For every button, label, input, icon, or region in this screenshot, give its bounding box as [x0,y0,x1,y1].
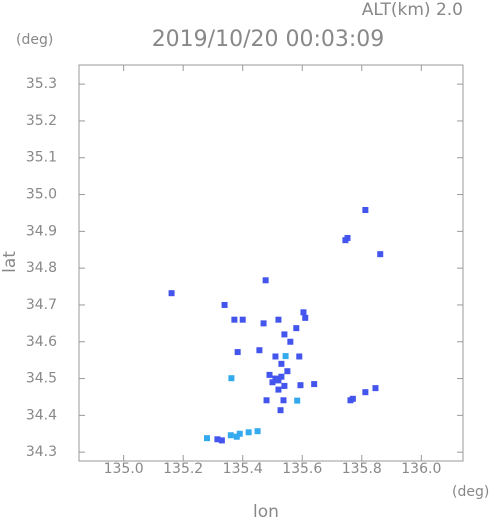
echo [278,373,285,380]
echo [297,382,304,389]
echo [256,347,263,354]
echo [204,435,210,442]
echo [300,309,307,316]
echo [214,436,221,443]
echo [281,331,288,338]
echo [275,316,282,323]
echo [272,353,279,360]
y-tick-label: 34.4 [26,407,57,423]
y-tick-label: 34.5 [26,371,57,387]
echo [275,377,282,384]
echo [282,353,289,360]
echo [221,301,228,308]
x-tick-label: 135.4 [223,461,263,477]
echo [280,397,287,404]
echo [349,395,356,402]
echo [293,325,300,332]
y-tick-label: 34.7 [26,297,57,313]
x-tick-label: 135.0 [104,461,144,477]
echo [239,316,246,323]
echo [262,277,269,284]
echo [281,382,288,389]
echo [311,381,318,388]
echo [269,379,276,386]
x-axis-label: lon [253,502,279,521]
echo [362,389,369,396]
echo [263,397,270,404]
x-tick-label: 135.8 [342,461,382,477]
x-unit: (deg) [452,484,489,500]
chart-title: 2019/10/20 00:03:09 [152,27,385,52]
echo [372,385,379,392]
altitude: ALT(km) 2.0 [362,0,463,20]
echo [260,320,267,327]
echo [234,349,241,356]
echo [362,207,369,214]
echo [275,386,282,393]
echo [302,314,309,321]
echo [287,338,294,345]
y-tick-label: 34.9 [26,223,57,239]
echo [278,360,285,367]
y-tick-label: 35.2 [26,113,57,129]
plot-frame [78,64,464,462]
echo [377,251,384,258]
echo [296,353,303,360]
echo [233,433,240,440]
echo [294,397,301,404]
y-tick-label: 35.1 [26,150,57,166]
echo [231,316,238,323]
y-axis-label: lat [0,251,20,273]
echo [245,429,252,436]
echo [168,290,175,297]
echo [344,234,351,241]
x-tick-label: 136.0 [401,461,441,477]
echo [266,371,273,378]
y-tick-label: 35.0 [26,187,57,203]
x-tick-label: 135.2 [163,461,203,477]
echo [284,368,291,375]
echo [218,437,225,444]
echo [277,407,284,414]
echo [254,428,261,435]
echo [227,432,234,439]
y-tick-label: 34.8 [26,260,57,276]
y-tick-label: 35.3 [26,76,57,92]
y-tick-label: 34.6 [26,334,57,350]
y-tick-label: 34.3 [26,444,57,460]
x-tick-label: 135.6 [282,461,322,477]
y-unit: (deg) [16,32,53,48]
echo [228,375,235,382]
